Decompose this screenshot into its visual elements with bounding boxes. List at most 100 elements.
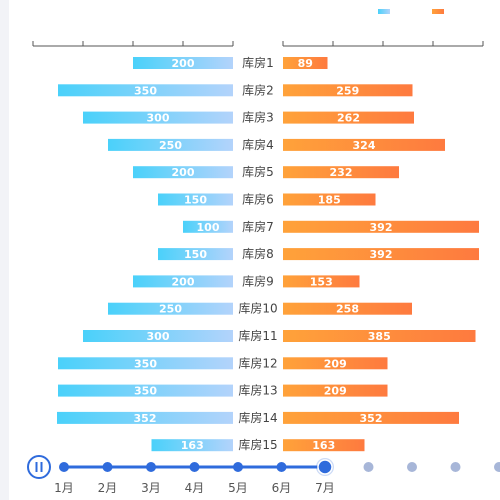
data-label-left: 300 [147, 112, 170, 125]
bar-right[interactable] [283, 330, 476, 342]
pause-icon [40, 462, 43, 472]
data-label-right: 324 [353, 139, 376, 152]
pause-icon [35, 462, 38, 472]
data-label-right: 259 [336, 84, 359, 97]
category-label: 库房7 [242, 219, 274, 234]
bar-right[interactable] [283, 384, 388, 397]
category-label: 库房8 [242, 246, 274, 261]
timeline-point[interactable] [363, 462, 374, 472]
bar-left[interactable] [151, 439, 234, 452]
data-label-left: 200 [172, 57, 195, 70]
bar-left[interactable] [133, 166, 233, 179]
category-label: 库房15 [238, 437, 277, 452]
timeline-label[interactable]: 1月 [54, 481, 74, 495]
data-label-right: 163 [312, 439, 335, 452]
timeline-label[interactable]: 2月 [98, 481, 118, 495]
data-label-left: 250 [159, 139, 182, 152]
timeline-current-point[interactable] [317, 459, 333, 475]
category-label: 库房11 [238, 328, 277, 343]
data-label-left: 150 [184, 194, 207, 207]
bar-left[interactable] [158, 248, 233, 261]
timeline-point[interactable] [407, 462, 417, 472]
category-label: 库房4 [242, 137, 274, 152]
bar-right[interactable] [283, 166, 399, 179]
timeline-pause-button[interactable] [27, 455, 51, 479]
data-label-left: 352 [134, 412, 157, 425]
bar-right[interactable] [283, 84, 413, 97]
data-label-left: 150 [184, 248, 207, 261]
data-label-left: 350 [134, 84, 157, 97]
timeline-label[interactable]: 5月 [228, 481, 248, 495]
left-value-axis [32, 41, 234, 47]
bar-right[interactable] [283, 57, 328, 69]
bar-right[interactable] [283, 302, 412, 315]
category-label: 库房9 [242, 273, 274, 288]
data-label-left: 350 [134, 385, 157, 398]
timeline-label[interactable]: 7月 [315, 481, 335, 495]
category-label: 库房1 [242, 55, 274, 70]
data-label-right: 185 [318, 194, 341, 207]
timeline-label[interactable]: 6月 [272, 481, 292, 495]
bar-right[interactable] [283, 248, 479, 261]
category-label: 库房12 [238, 355, 277, 370]
data-label-right: 89 [298, 57, 313, 70]
bar-left[interactable] [58, 84, 233, 97]
data-label-right: 385 [368, 330, 391, 343]
pause-button-ring [27, 455, 51, 479]
legend-swatch-left[interactable] [378, 9, 390, 14]
legend-swatch-right[interactable] [432, 9, 444, 14]
timeline-point[interactable] [276, 462, 287, 472]
category-label: 库房2 [242, 82, 274, 97]
category-label: 库房14 [238, 410, 277, 425]
bar-left[interactable] [108, 302, 233, 315]
bar-left[interactable] [183, 220, 233, 233]
timeline-point[interactable] [450, 462, 461, 472]
timeline-label[interactable]: 4月 [185, 481, 205, 495]
data-label-left: 163 [181, 439, 204, 452]
category-label: 库房13 [238, 383, 277, 398]
bar-left[interactable] [133, 275, 233, 288]
category-label: 库房5 [242, 164, 274, 179]
bar-right[interactable] [283, 111, 414, 124]
timeline-point[interactable] [189, 462, 200, 472]
data-label-right: 392 [370, 248, 393, 261]
timeline-label[interactable]: 3月 [141, 481, 161, 495]
category-label: 库房3 [242, 110, 274, 125]
bar-left[interactable] [83, 111, 233, 124]
bar-left[interactable] [57, 411, 233, 424]
page-edge [0, 0, 9, 500]
data-label-left: 200 [172, 166, 195, 179]
timeline-point[interactable] [494, 462, 500, 472]
data-label-left: 300 [147, 330, 170, 343]
bar-left[interactable] [58, 384, 233, 397]
category-label: 库房10 [238, 301, 277, 316]
bar-right[interactable] [283, 411, 459, 424]
bar-left[interactable] [158, 193, 233, 206]
data-label-left: 100 [197, 221, 220, 234]
data-label-right: 262 [337, 112, 360, 125]
bar-right[interactable] [283, 193, 376, 206]
data-label-left: 200 [172, 275, 195, 288]
bar-left[interactable] [108, 138, 233, 151]
timeline-point[interactable] [233, 462, 243, 472]
bar-left[interactable] [58, 357, 233, 370]
bar-left[interactable] [83, 330, 233, 342]
data-label-right: 352 [360, 412, 383, 425]
bar-right[interactable] [283, 275, 360, 288]
data-label-right: 392 [370, 221, 393, 234]
data-label-right: 209 [324, 385, 347, 398]
data-label-right: 153 [310, 275, 333, 288]
bar-right[interactable] [283, 439, 365, 452]
bar-right[interactable] [283, 138, 445, 151]
data-label-left: 350 [134, 357, 157, 370]
timeline-point[interactable] [59, 462, 69, 472]
timeline-point[interactable] [102, 462, 113, 472]
bar-right[interactable] [283, 357, 388, 370]
bar-left[interactable] [133, 57, 233, 69]
category-label: 库房6 [242, 192, 274, 207]
bar-right[interactable] [283, 220, 479, 233]
data-label-right: 232 [330, 166, 353, 179]
timeline-point[interactable] [146, 462, 156, 472]
